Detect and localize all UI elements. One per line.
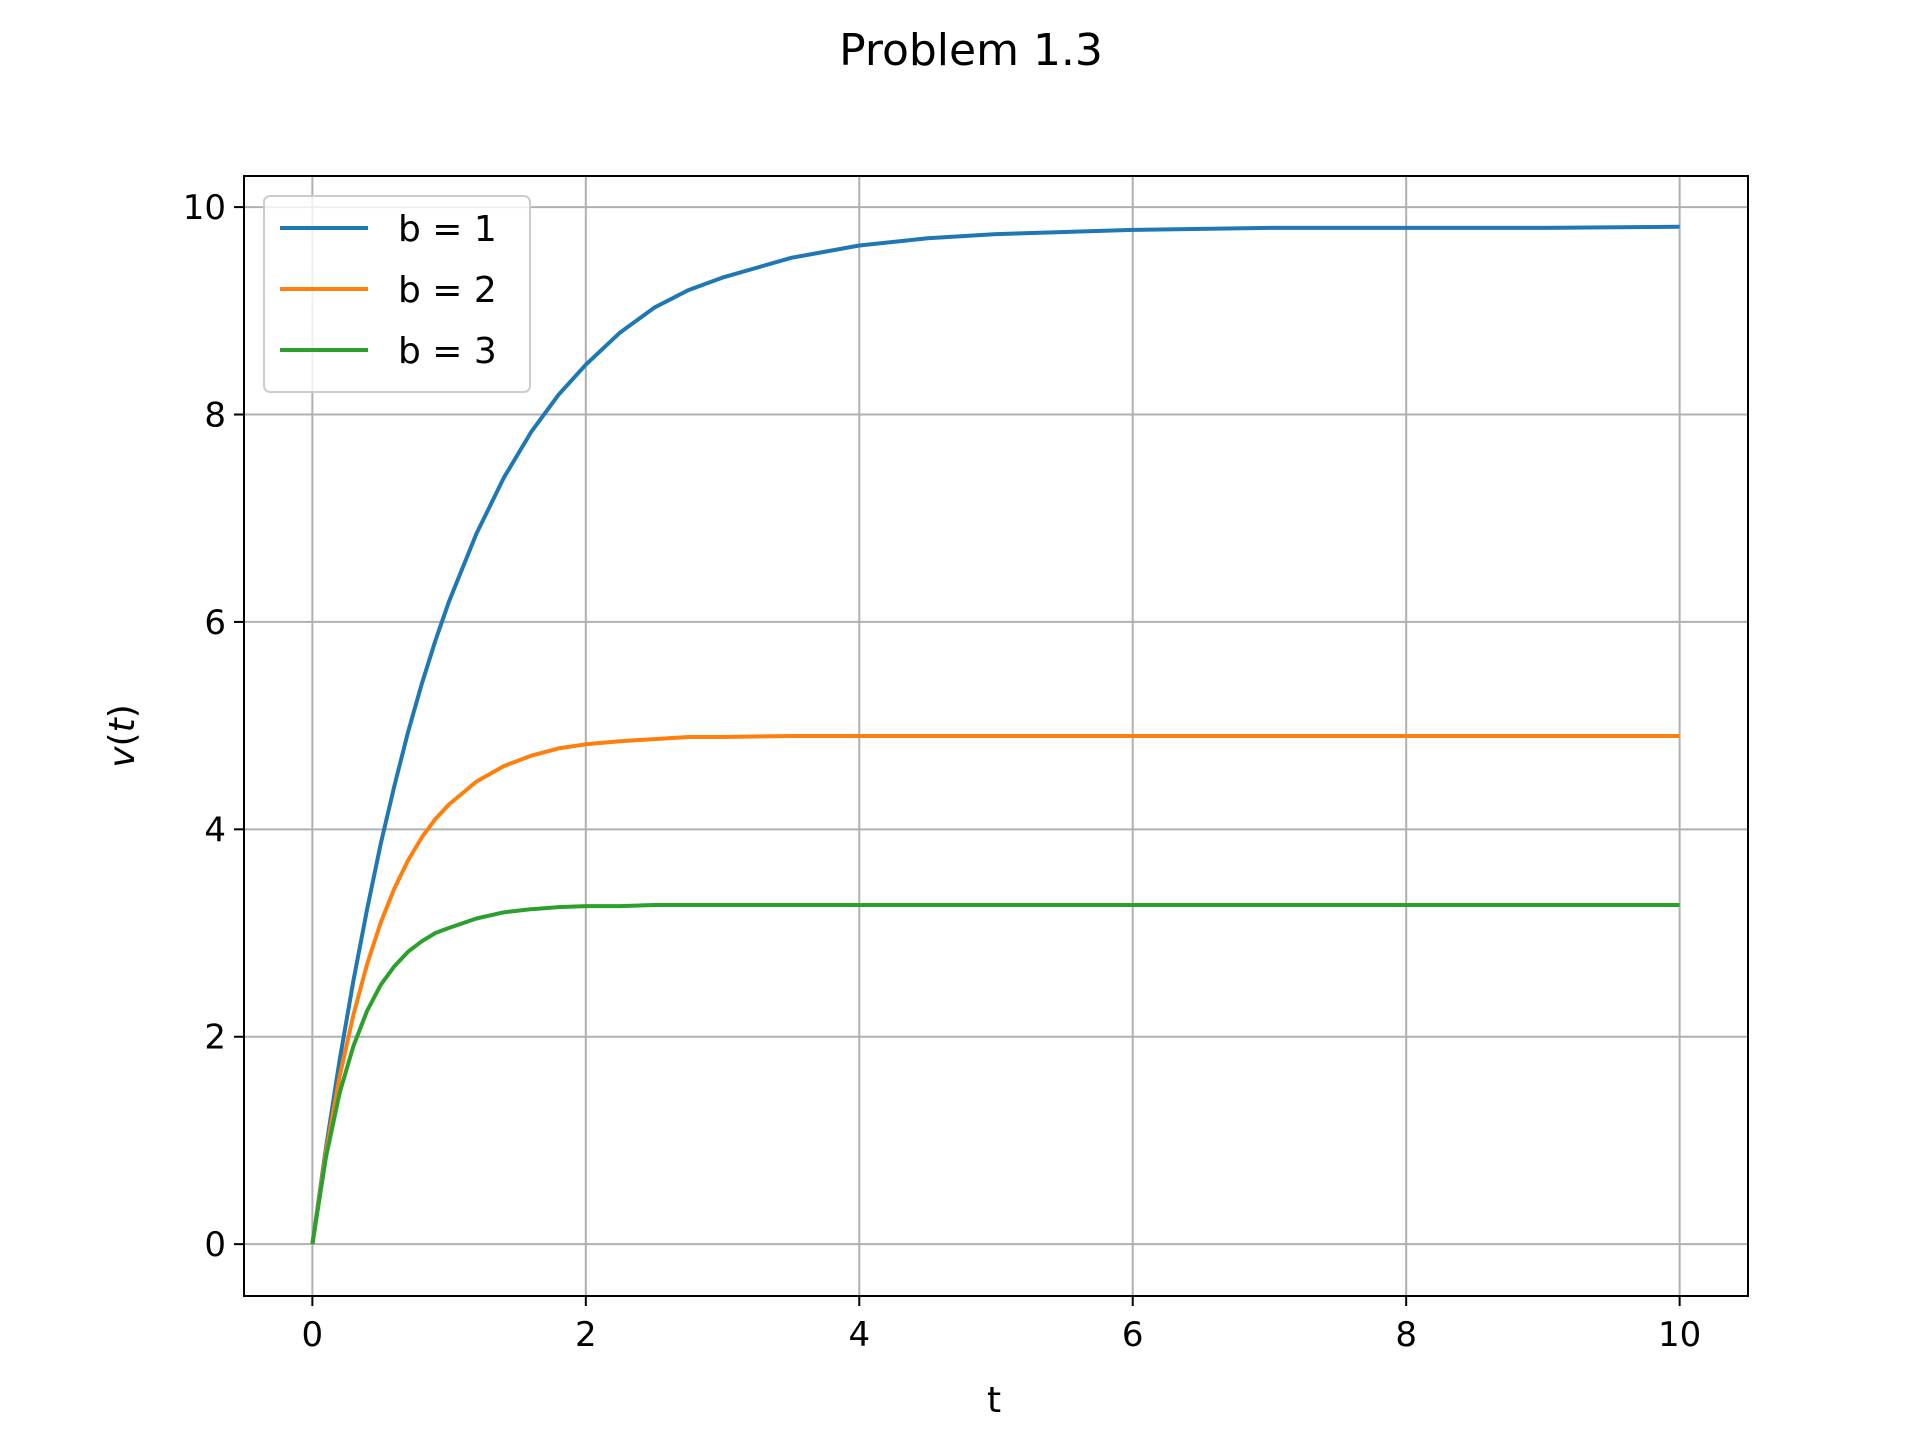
- y-tick-label: 0: [204, 1225, 226, 1265]
- y-axis-label: v(t): [102, 704, 143, 768]
- x-axis-label: t: [987, 1380, 1001, 1421]
- chart-title: Problem 1.3: [839, 25, 1103, 76]
- x-tick-label: 6: [1122, 1315, 1144, 1355]
- legend-label-b1: b = 1: [398, 209, 497, 250]
- y-tick-label: 2: [204, 1018, 226, 1058]
- y-tick-label: 4: [204, 810, 226, 850]
- x-tick-label: 4: [848, 1315, 870, 1355]
- plot-frame: [243, 175, 1749, 1297]
- legend-label-b3: b = 3: [398, 331, 497, 372]
- x-tick-label: 0: [302, 1315, 324, 1355]
- legend-label-b2: b = 2: [398, 270, 497, 311]
- series-line-b2: [310, 734, 1680, 1245]
- y-tick-label: 10: [183, 188, 226, 228]
- series-line-b1: [310, 224, 1680, 1245]
- x-tick-label: 2: [575, 1315, 597, 1355]
- y-axis-label-var: v: [102, 746, 143, 768]
- series-line-b3: [310, 903, 1680, 1245]
- y-tick-label: 6: [204, 603, 226, 643]
- y-tick-label: 8: [204, 396, 226, 436]
- y-axis-label-arg: t: [102, 716, 143, 732]
- series-lines: [310, 224, 1680, 1245]
- axis-ticks: [234, 206, 1681, 1306]
- legend: b = 1 b = 2 b = 3: [263, 195, 531, 393]
- x-tick-label: 8: [1395, 1315, 1417, 1355]
- x-tick-label: 10: [1658, 1315, 1701, 1355]
- legend-box: [263, 195, 531, 393]
